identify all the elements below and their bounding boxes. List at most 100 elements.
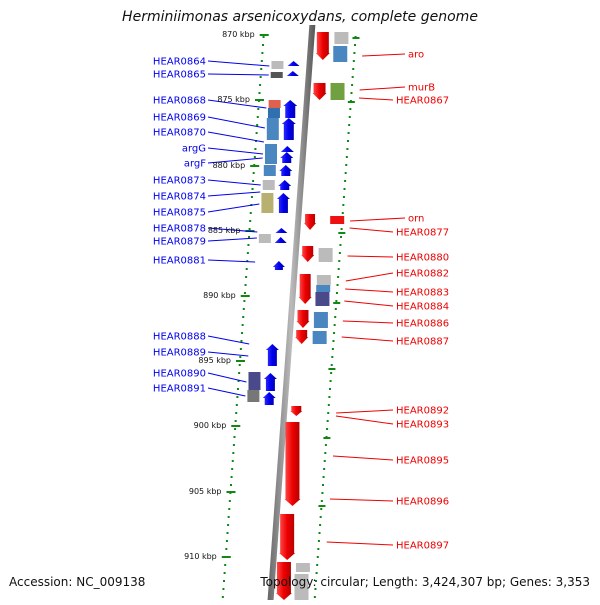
reverse-cog-block <box>312 331 327 344</box>
right-rail-dot <box>352 68 355 70</box>
kbp-tick-label: 875 kbp <box>217 95 250 104</box>
forward-cog-block <box>263 165 276 176</box>
reverse-gene-label: murB <box>408 83 435 94</box>
forward-gene-arrow <box>263 373 277 391</box>
right-rail-dot <box>352 60 355 62</box>
left-rail-dot <box>232 452 235 454</box>
right-rail-dot <box>340 236 343 238</box>
left-rail-dot <box>227 524 230 526</box>
right-rail-dot <box>351 76 354 78</box>
left-rail-dot <box>260 60 263 62</box>
reverse-leader-line <box>342 320 394 324</box>
kbp-tick-mark <box>250 165 260 167</box>
reverse-gene-arrow <box>304 214 317 230</box>
right-rail-dot <box>319 524 322 526</box>
right-rail-dot <box>320 508 323 510</box>
left-rail-dot <box>261 44 264 46</box>
right-rail-dot <box>314 588 317 590</box>
right-rail-dot <box>349 108 352 110</box>
forward-gene-label: HEAR0864 <box>153 57 206 68</box>
left-rail-dot <box>257 108 260 110</box>
left-rail-dot <box>230 476 233 478</box>
right-rail-dot <box>342 204 345 206</box>
reverse-gene-arrow <box>279 514 296 560</box>
left-rail-dot <box>223 572 226 574</box>
forward-gene-arrow <box>265 344 279 366</box>
reverse-gene-label: HEAR0897 <box>396 541 449 552</box>
reverse-leader-line <box>359 86 406 91</box>
accession-text: Accession: NC_009138 <box>9 575 146 589</box>
left-rail-dot <box>238 372 241 374</box>
kbp-tick-label: 895 kbp <box>198 356 231 365</box>
reverse-leader-line <box>335 415 394 425</box>
right-rail-dot <box>334 308 337 310</box>
reverse-cog-block <box>333 46 348 62</box>
right-rail-dot <box>333 324 336 326</box>
reverse-cog-block <box>330 83 345 100</box>
left-rail-dot <box>226 532 229 534</box>
reverse-gene-label: HEAR0884 <box>396 302 449 313</box>
kbp-tick-mark <box>259 34 269 36</box>
kbp-tick-label: 900 kbp <box>194 421 227 430</box>
right-rail-dot <box>337 268 340 270</box>
reverse-gene-arrow <box>295 330 309 344</box>
reverse-leader-line <box>362 53 406 57</box>
left-rail-dot <box>249 220 252 222</box>
left-rail-dot <box>260 68 263 70</box>
forward-gene-arrow <box>283 100 298 118</box>
left-rail-dot <box>243 300 246 302</box>
left-rail-dot <box>224 564 227 566</box>
forward-gene-label: HEAR0868 <box>153 96 206 107</box>
left-rail-dot <box>255 132 258 134</box>
left-rail-dot <box>248 228 251 230</box>
reverse-cog-block <box>334 32 349 44</box>
left-rail-dot <box>236 396 239 398</box>
left-rail-dot <box>248 236 251 238</box>
forward-gene-arrow <box>278 180 292 190</box>
right-rail-dot <box>341 212 344 214</box>
left-rail-dot <box>222 588 225 590</box>
right-rail-dot <box>327 412 330 414</box>
forward-gene-label: argG <box>182 144 206 155</box>
left-rail-dot <box>232 444 235 446</box>
reverse-gene-arrow <box>301 246 315 262</box>
left-rail-dot <box>256 116 259 118</box>
reverse-leader-line <box>345 272 394 282</box>
reverse-leader-line <box>345 288 394 293</box>
right-rail-dot <box>331 356 334 358</box>
forward-gene-arrow <box>280 146 294 152</box>
topology-text: Topology: circular; Length: 3,424,307 bp… <box>260 575 590 589</box>
right-rail-dot <box>351 84 354 86</box>
left-rail-dot <box>221 596 224 598</box>
right-rail-dot <box>316 556 319 558</box>
forward-leader-line <box>207 387 246 397</box>
forward-gene-arrow <box>262 392 276 405</box>
right-rail-dot <box>332 340 335 342</box>
reverse-gene-arrow <box>284 422 301 506</box>
reverse-leader-line <box>326 541 394 546</box>
left-rail-dot <box>239 348 242 350</box>
right-rail-dot <box>329 380 332 382</box>
reverse-cog-block <box>316 275 331 285</box>
rail-dash <box>333 302 341 304</box>
right-rail-dot <box>313 596 316 598</box>
forward-leader-line <box>207 116 265 129</box>
forward-gene-label: argF <box>184 159 206 170</box>
forward-gene-arrow <box>281 118 296 140</box>
right-rail-dot <box>350 92 353 94</box>
left-rail-dot <box>254 148 257 150</box>
right-rail-dot <box>342 196 345 198</box>
reverse-leader-line <box>344 300 394 307</box>
right-rail-dot <box>345 156 348 158</box>
right-rail-dot <box>340 228 343 230</box>
right-rail-dot <box>339 244 342 246</box>
reverse-leader-line <box>332 455 394 461</box>
forward-cog-block <box>262 180 275 190</box>
right-rail-dot <box>315 572 318 574</box>
forward-leader-line <box>207 157 263 164</box>
forward-gene-label: HEAR0891 <box>153 384 206 395</box>
right-rail-dot <box>348 116 351 118</box>
right-rail-dot <box>326 428 329 430</box>
left-rail-dot <box>243 292 246 294</box>
